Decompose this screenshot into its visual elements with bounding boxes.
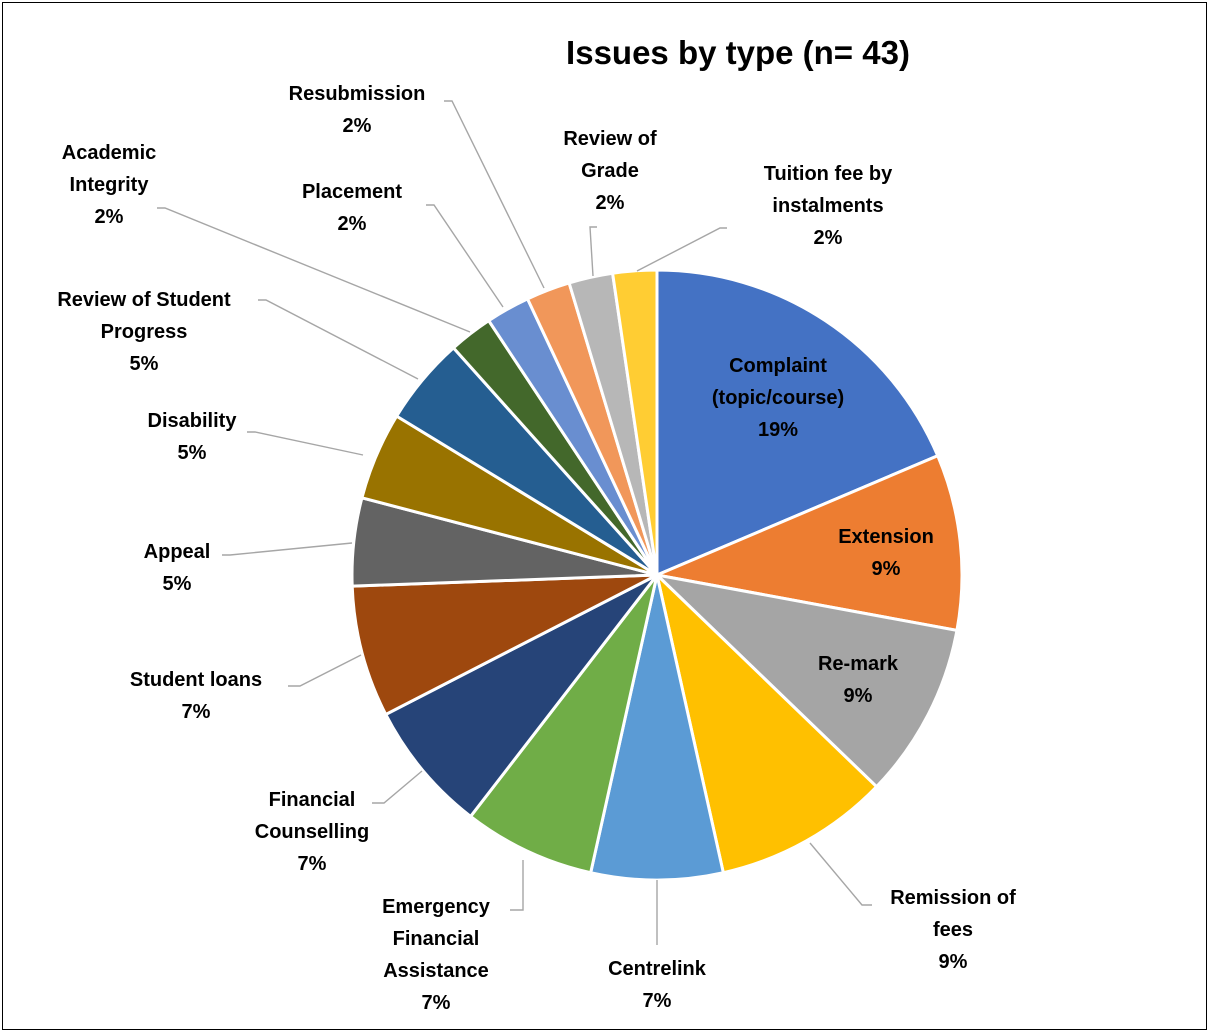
data-label-category: Review of Student: [57, 289, 231, 311]
data-label-placement: Placement 2%: [302, 181, 402, 235]
data-label-category: Centrelink: [608, 958, 707, 980]
data-label-category: Financial: [269, 789, 356, 811]
data-label-category: Emergency: [382, 896, 491, 918]
leader-line-review-of-grade: [589, 226, 597, 277]
leader-line-placement: [426, 204, 504, 308]
leader-line-financial-counselling: [372, 770, 423, 804]
data-label-remission-of-fees: Remission of fees 9%: [890, 887, 1016, 973]
leader-line-review-of-student-progress: [258, 299, 419, 380]
data-label-percent: 7%: [643, 990, 672, 1012]
data-label-percent: 5%: [178, 442, 207, 464]
data-label-disability: Disability 5%: [148, 410, 238, 464]
data-label-category: Placement: [302, 181, 402, 203]
data-label-tuition-fee-by-instalments: Tuition fee by instalments 2%: [764, 163, 893, 249]
leader-line-student-loans: [288, 654, 362, 687]
data-label-complaint-topic-course: Complaint (topic/course) 19%: [712, 355, 844, 441]
data-label-category: Review of: [563, 128, 657, 150]
data-label-percent: 9%: [844, 685, 873, 707]
leader-line-resubmission: [444, 100, 545, 289]
data-label-academic-integrity: Academic Integrity 2%: [62, 142, 157, 228]
chart-title: Issues by type (n= 43): [566, 34, 910, 71]
pie-slice-extension: [651, 453, 964, 633]
leader-line-tuition-fee-by-instalments: [636, 227, 727, 272]
pie-slice-centrelink: [588, 574, 726, 882]
data-label-percent: 5%: [163, 573, 192, 595]
data-label-category: Progress: [101, 321, 188, 343]
leader-lines: [157, 100, 872, 945]
leader-line-disability: [247, 431, 364, 456]
data-label-resubmission: Resubmission 2%: [289, 83, 426, 137]
data-label-category: instalments: [772, 195, 883, 217]
data-label-category: fees: [933, 919, 973, 941]
data-label-category: Academic: [62, 142, 157, 164]
data-label-category: Grade: [581, 160, 639, 182]
pie-slice-complaint-topic-course: [655, 268, 940, 578]
data-label-review-of-grade: Review of Grade 2%: [563, 128, 657, 214]
data-label-percent: 7%: [422, 992, 451, 1014]
data-label-re-mark: Re-mark 9%: [818, 653, 899, 707]
data-label-percent: 19%: [758, 419, 798, 441]
data-label-category: Extension: [838, 526, 934, 548]
pie-slice-tuition-fee-by-instalments: [610, 268, 659, 576]
data-label-category: Complaint: [729, 355, 827, 377]
data-label-category: Counselling: [255, 821, 369, 843]
data-label-percent: 9%: [939, 951, 968, 973]
data-label-percent: 2%: [338, 213, 367, 235]
data-label-category: Remission of: [890, 887, 1016, 909]
data-label-category: Disability: [148, 410, 238, 432]
data-label-financial-counselling: Financial Counselling 7%: [255, 789, 369, 875]
data-label-appeal: Appeal 5%: [144, 541, 211, 595]
pie-slices: [350, 268, 964, 882]
pie-slice-re-mark: [652, 572, 959, 789]
data-label-category: Student loans: [130, 669, 262, 691]
data-label-category: Integrity: [70, 174, 150, 196]
data-label-category: Financial: [393, 928, 480, 950]
data-label-percent: 2%: [343, 115, 372, 137]
data-label-percent: 7%: [298, 853, 327, 875]
leader-line-academic-integrity: [157, 207, 471, 333]
data-label-percent: 2%: [596, 192, 625, 214]
data-label-emergency-financial-assistance: Emergency Financial Assistance 7%: [382, 896, 491, 1014]
data-label-category: Tuition fee by: [764, 163, 893, 185]
data-label-percent: 2%: [95, 206, 124, 228]
data-label-percent: 5%: [130, 353, 159, 375]
data-label-review-of-student-progress: Review of Student Progress 5%: [57, 289, 231, 375]
data-label-category: (topic/course): [712, 387, 844, 409]
pie-slice-emergency-financial-assistance: [468, 574, 659, 875]
slice-labels: Complaint (topic/course) 19%Extension 9%Re-…: [57, 83, 1016, 1014]
data-label-category: Re-mark: [818, 653, 899, 675]
pie-slice-remission-of-fees: [654, 570, 879, 875]
data-label-category: Assistance: [383, 960, 489, 982]
pie-slice-student-loans: [350, 573, 658, 717]
data-label-extension: Extension 9%: [838, 526, 934, 580]
data-label-percent: 9%: [872, 558, 901, 580]
data-label-category: Resubmission: [289, 83, 426, 105]
data-label-centrelink: Centrelink 7%: [608, 958, 707, 1012]
leader-line-emergency-financial-assistance: [510, 860, 524, 911]
data-label-percent: 2%: [814, 227, 843, 249]
data-label-percent: 7%: [182, 701, 211, 723]
pie-slice-financial-counselling: [383, 573, 659, 819]
leader-line-remission-of-fees: [809, 842, 872, 906]
data-label-category: Appeal: [144, 541, 211, 563]
leader-line-appeal: [222, 542, 353, 556]
data-label-student-loans: Student loans 7%: [130, 669, 262, 723]
